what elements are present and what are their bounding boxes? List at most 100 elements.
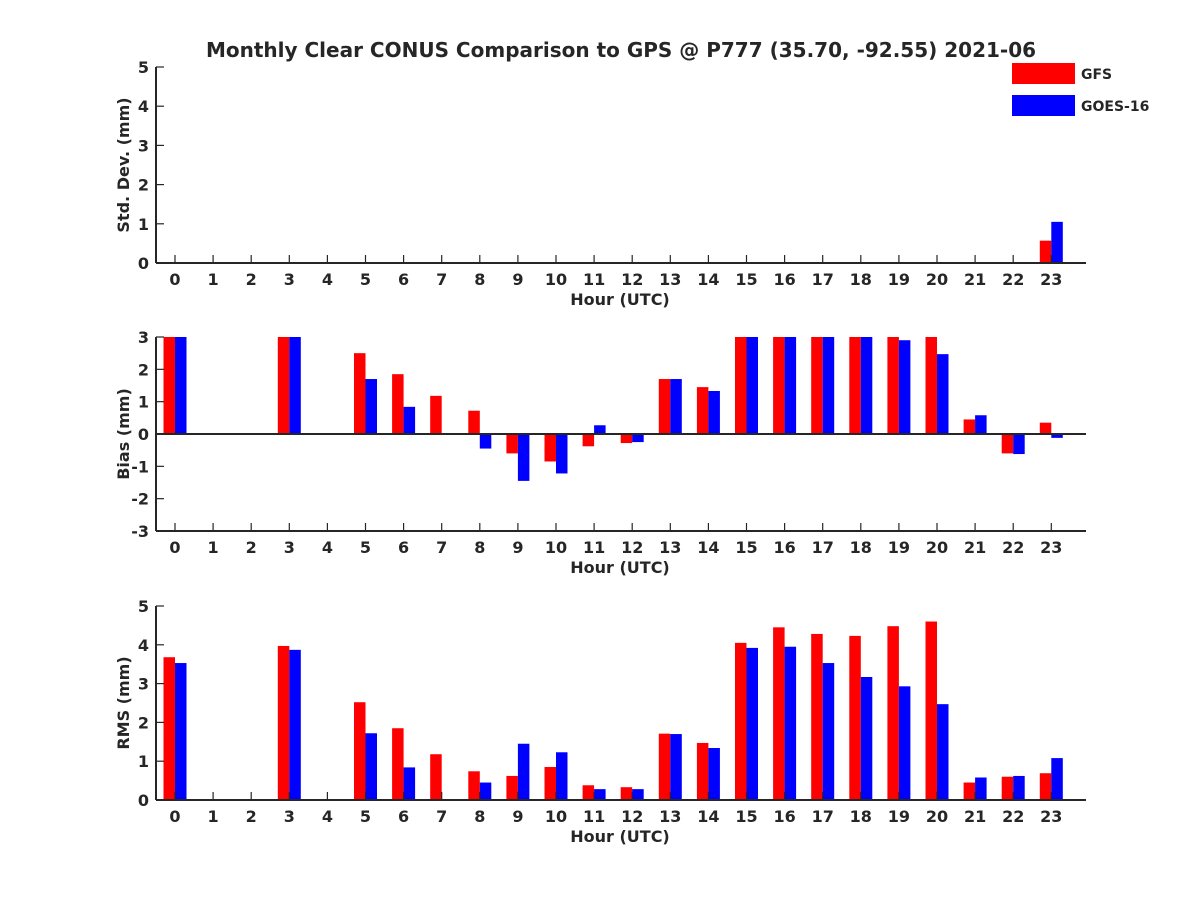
y-tick-label: 2 [138, 176, 149, 195]
x-tick-label: 7 [436, 270, 447, 289]
bar-goes-16-hour-19 [898, 686, 911, 800]
y-axis-title: Bias (mm) [114, 388, 133, 480]
bar-goes-16-hour-21 [975, 777, 987, 800]
bar-goes-16-hour-14 [708, 748, 720, 800]
x-tick-label: 3 [284, 270, 295, 289]
bar-gfs-hour-21 [963, 419, 976, 434]
bar-gfs-hour-9 [506, 434, 518, 454]
x-tick-label: 11 [583, 538, 605, 557]
bar-gfs-hour-12 [620, 787, 633, 800]
bar-gfs-hour-5 [354, 702, 366, 800]
y-tick-label: 1 [138, 215, 149, 234]
bar-gfs-hour-11 [582, 434, 595, 447]
bar-gfs-hour-17 [811, 337, 823, 434]
x-tick-label: 9 [512, 807, 523, 826]
bar-goes-16-hour-15 [746, 337, 758, 434]
x-tick-label: 9 [512, 538, 523, 557]
x-tick-label: 2 [246, 807, 257, 826]
bar-gfs-hour-22 [1001, 776, 1014, 800]
x-tick-label: 5 [360, 538, 371, 557]
bar-gfs-hour-19 [887, 337, 899, 434]
x-tick-label: 14 [697, 270, 719, 289]
x-tick-label: 7 [436, 538, 447, 557]
x-tick-label: 14 [697, 538, 719, 557]
bar-goes-16-hour-5 [365, 733, 377, 800]
y-tick-label: 3 [138, 136, 149, 155]
bar-gfs-hour-6 [392, 728, 404, 800]
x-tick-label: 14 [697, 807, 719, 826]
x-tick-label: 16 [773, 538, 795, 557]
bar-gfs-hour-9 [506, 775, 518, 800]
bar-gfs-hour-3 [277, 645, 290, 800]
bar-gfs-hour-0 [163, 337, 175, 434]
bar-gfs-hour-13 [658, 733, 671, 800]
bar-gfs-hour-5 [354, 353, 366, 434]
bar-gfs-hour-20 [925, 621, 937, 800]
bar-goes-16-hour-21 [975, 415, 987, 434]
bar-goes-16-hour-17 [822, 337, 835, 434]
bar-goes-16-hour-11 [594, 789, 606, 800]
x-tick-label: 7 [436, 807, 447, 826]
y-tick-label: 1 [138, 752, 149, 771]
y-tick-label: 4 [138, 636, 149, 655]
x-tick-label: 2 [246, 270, 257, 289]
bar-gfs-hour-8 [468, 410, 480, 434]
bar-goes-16-hour-22 [1013, 775, 1025, 800]
x-tick-label: 1 [208, 538, 219, 557]
x-tick-label: 0 [169, 807, 180, 826]
bar-goes-16-hour-23 [1051, 758, 1063, 800]
x-tick-label: 6 [398, 538, 409, 557]
bar-goes-16-hour-23 [1051, 434, 1063, 438]
x-tick-label: 10 [545, 807, 567, 826]
y-axis-title: RMS (mm) [114, 656, 133, 749]
x-tick-label: 22 [1002, 807, 1024, 826]
x-tick-label: 22 [1002, 270, 1024, 289]
legend-swatch-goes-16 [1012, 95, 1075, 116]
bar-goes-16-hour-20 [937, 354, 949, 434]
x-tick-label: 18 [850, 807, 872, 826]
x-tick-label: 15 [735, 807, 757, 826]
bar-gfs-hour-6 [392, 374, 404, 434]
bar-gfs-hour-10 [544, 767, 556, 800]
x-tick-label: 19 [888, 270, 910, 289]
x-tick-label: 15 [735, 538, 757, 557]
x-tick-label: 21 [964, 538, 986, 557]
x-tick-label: 19 [888, 538, 910, 557]
legend-label-goes-16: GOES-16 [1081, 99, 1149, 115]
x-tick-label: 12 [621, 270, 643, 289]
y-tick-label: 3 [138, 328, 149, 347]
x-tick-label: 2 [246, 538, 257, 557]
y-tick-label: 2 [138, 360, 149, 379]
x-tick-label: 6 [398, 270, 409, 289]
bar-gfs-hour-15 [735, 337, 747, 434]
y-tick-label: 2 [138, 713, 149, 732]
bar-gfs-hour-20 [925, 337, 937, 434]
bar-gfs-hour-3 [277, 337, 290, 434]
bar-goes-16-hour-15 [746, 647, 758, 800]
y-tick-label: 1 [138, 393, 149, 412]
bar-goes-16-hour-23 [1051, 221, 1063, 263]
x-axis-title: Hour (UTC) [570, 290, 670, 309]
bar-goes-16-hour-16 [784, 337, 797, 434]
bar-gfs-hour-19 [887, 626, 899, 800]
legend: GFS GOES-16 [1012, 63, 1149, 116]
bar-gfs-hour-7 [430, 754, 442, 800]
x-tick-label: 1 [208, 807, 219, 826]
x-tick-label: 4 [322, 270, 333, 289]
x-tick-label: 18 [850, 538, 872, 557]
x-tick-label: 16 [773, 807, 795, 826]
bar-gfs-hour-18 [849, 635, 861, 800]
x-tick-label: 11 [583, 807, 605, 826]
x-tick-label: 1 [208, 270, 219, 289]
bar-gfs-hour-22 [1001, 434, 1014, 454]
bar-goes-16-hour-0 [175, 663, 187, 800]
legend-label-gfs: GFS [1081, 67, 1112, 83]
y-tick-label: -3 [131, 522, 149, 541]
bar-goes-16-hour-8 [479, 782, 492, 800]
y-tick-label: 0 [138, 425, 149, 444]
bar-goes-16-hour-9 [517, 434, 530, 481]
x-tick-label: 17 [812, 807, 834, 826]
chart-title: Monthly Clear CONUS Comparison to GPS @ … [206, 38, 1036, 62]
